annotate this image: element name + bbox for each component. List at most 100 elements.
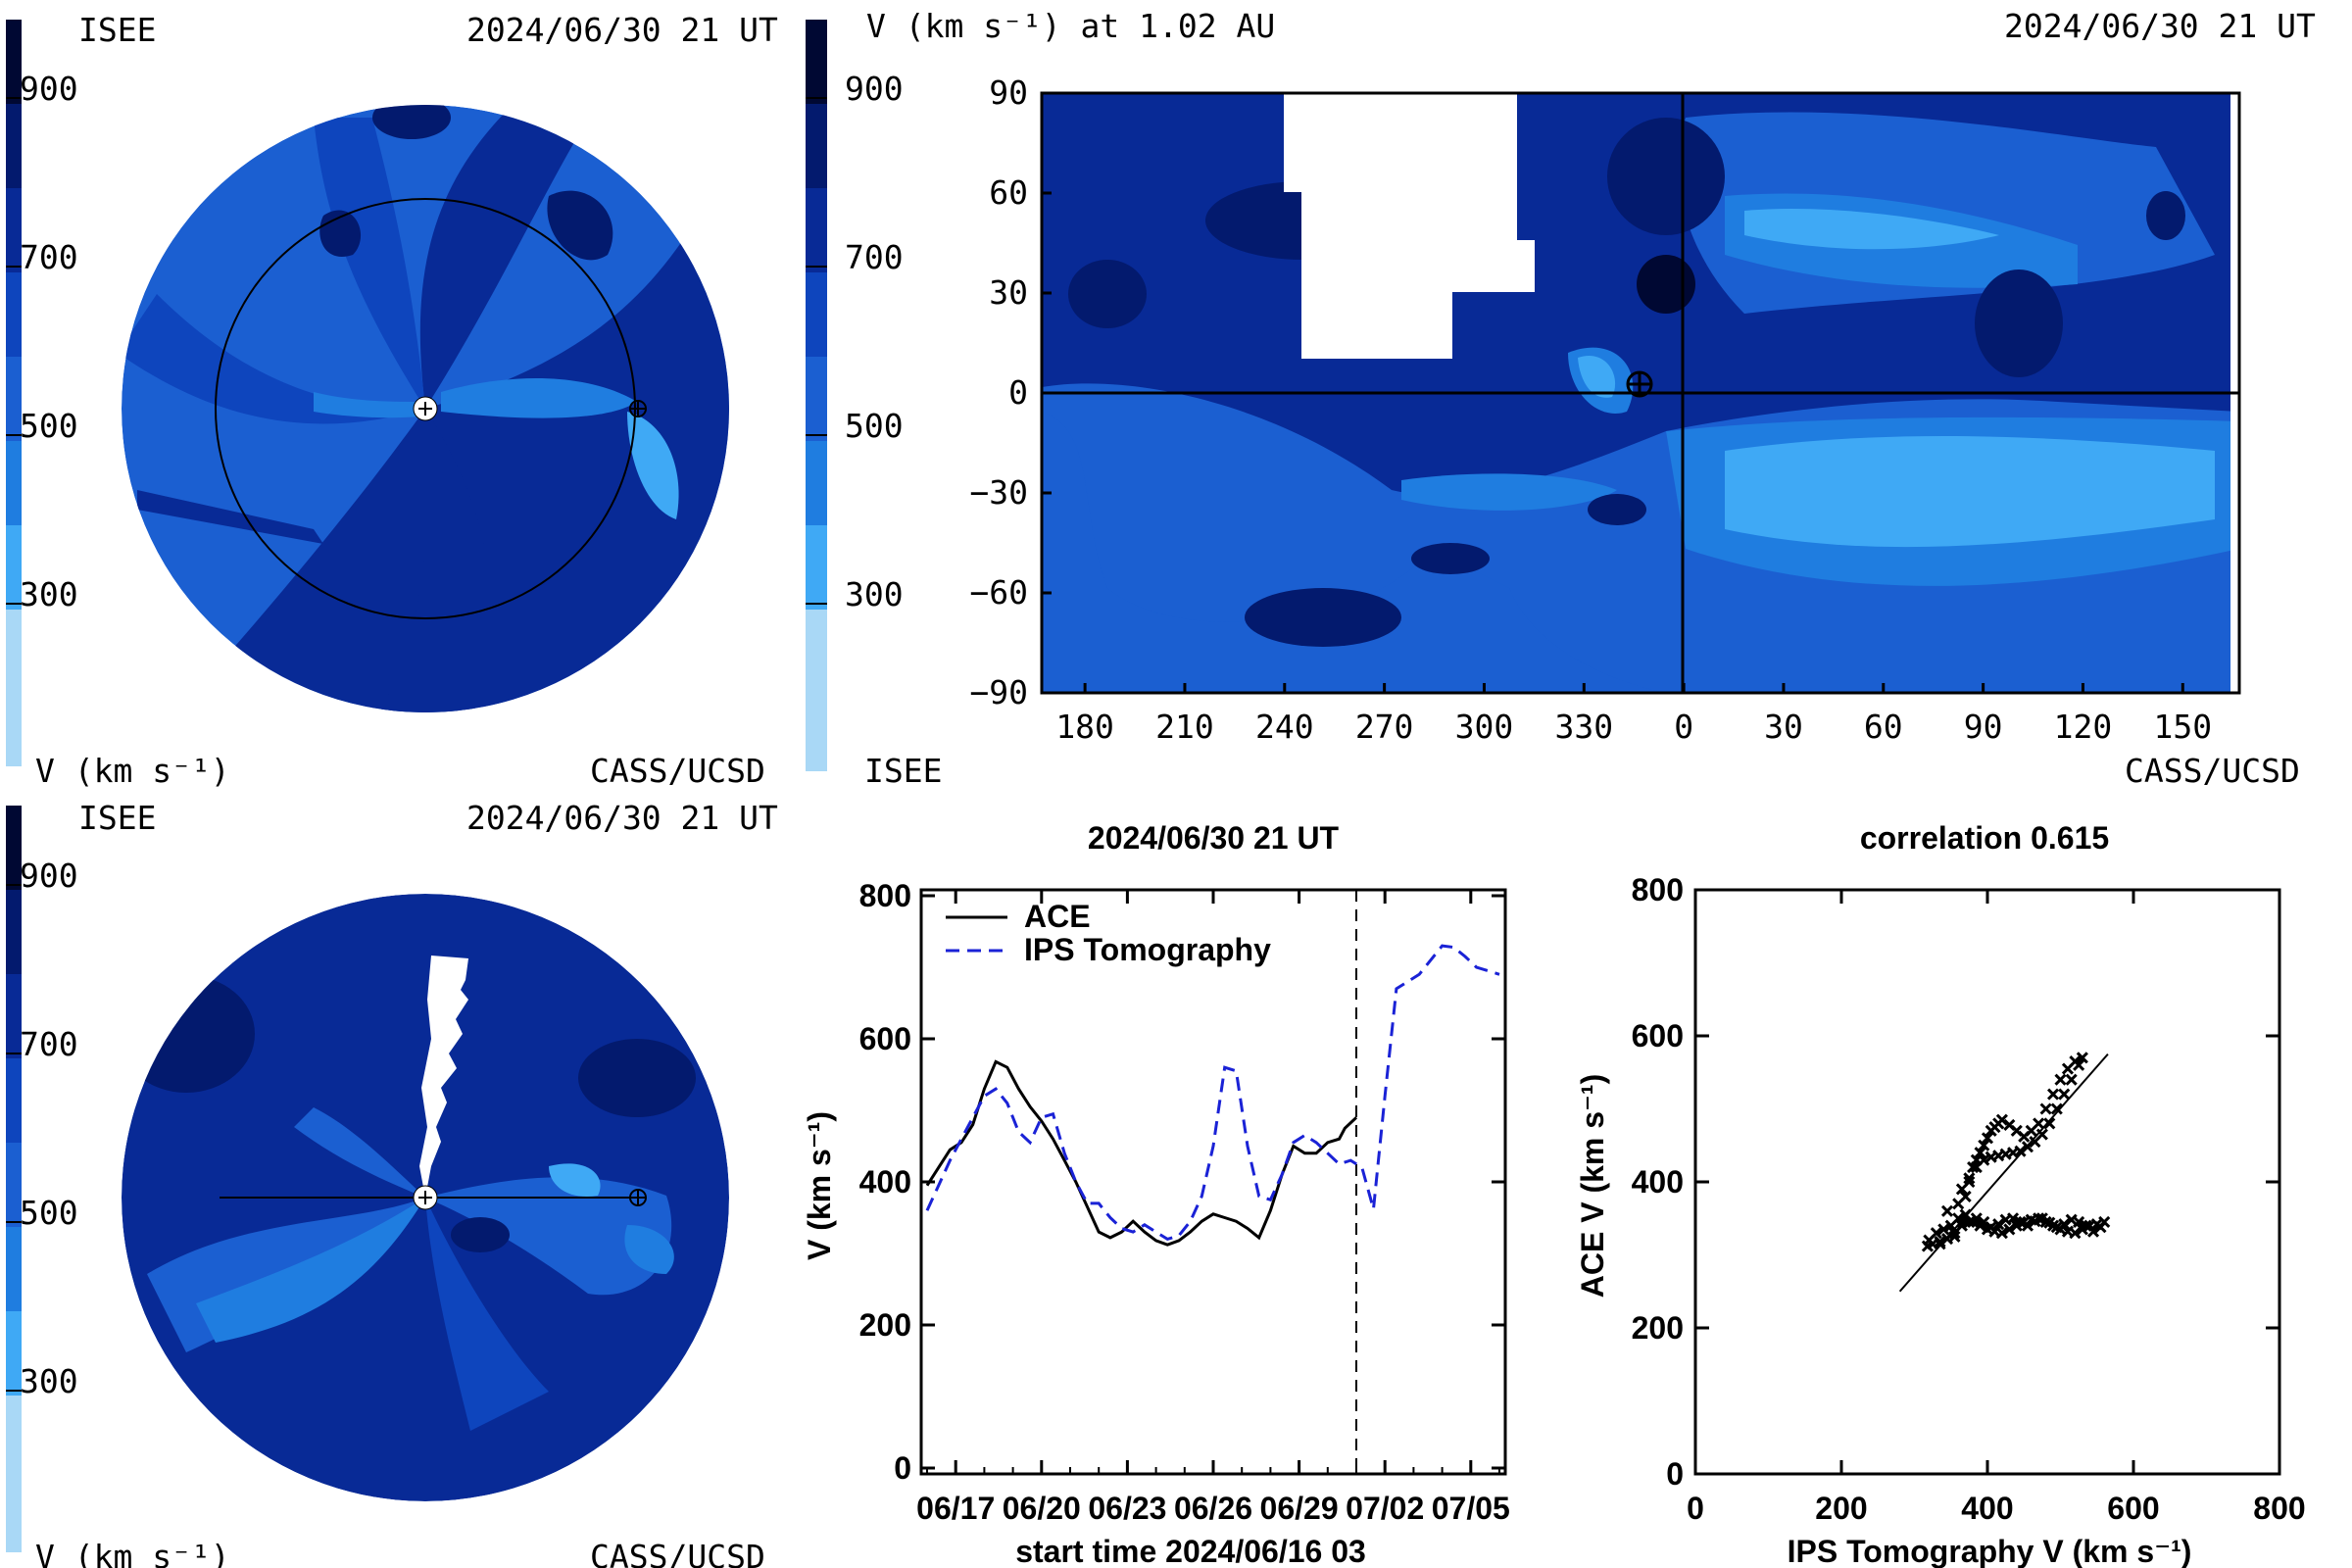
scatter-point [2039,1102,2052,1115]
map-y-tick-label: −90 [969,673,1028,711]
ts-x-tick-label: 07/05 [1432,1491,1510,1526]
polar-map-tl [122,105,729,712]
scatter-point [2043,1117,2056,1130]
map-x-tick-label: 150 [2153,708,2212,746]
ts-y-tick-label: 200 [859,1307,911,1343]
map-x-tick-label: 270 [1355,708,1414,746]
map-x-tick-label: 120 [2054,708,2113,746]
scatter-point [2058,1218,2071,1231]
sc-y-tick-label: 600 [1632,1018,1684,1054]
earth-icon [1626,370,1653,398]
scatter-point [2080,1219,2092,1232]
unit-label: V (km s⁻¹) [35,1538,230,1568]
ts-x-tick-label: 06/17 [916,1491,995,1526]
scatter-point [2073,1058,2085,1071]
color-bar-tr: 900 700 500 300 [806,20,904,771]
scatter-point [2076,1052,2088,1064]
timeseries-frame [919,888,1507,1476]
scatter-point [2021,1219,2034,1232]
color-tick-900-tr: 900 [845,70,904,108]
sc-x-tick-label: 800 [2253,1491,2305,1526]
ts-x-tick-label: 06/20 [1003,1491,1081,1526]
scatter-point [2033,1117,2045,1130]
earth-icon [629,1189,647,1206]
isee-label: ISEE [78,799,156,837]
scatter-point [1984,1221,1997,1234]
color-bar-tl: 900 700 500 300 [6,20,78,766]
scatter-point [1981,1132,1994,1145]
map-y-tick-label: 60 [989,173,1028,212]
color-tick-500-tr: 500 [845,407,904,445]
scatter-point [1978,1215,1990,1229]
panel-meridional-view: 900 700 500 300 ISEE 2024/06/30 21 UT V … [6,799,778,1568]
map-x-tick-label: 90 [1964,708,2003,746]
date-label: 2024/06/30 21 UT [466,799,778,837]
ts-x-tick-label: 06/26 [1174,1491,1252,1526]
color-tick-300-bl: 300 [20,1362,78,1400]
isee-label: ISEE [78,11,156,49]
sc-y-tick-label: 800 [1632,872,1684,907]
map-y-tick-label: 0 [1008,373,1028,412]
map-x-tick-label: 240 [1255,708,1314,746]
scatter-xlabel: IPS Tomography V (km s⁻¹) [1788,1534,2192,1568]
map-x-tick-label: 0 [1674,708,1693,746]
map-y-tick-label: 90 [989,74,1028,112]
ts-y-tick-label: 600 [859,1021,911,1056]
scatter-point [1995,1113,2008,1126]
timeseries-legend: ACE IPS Tomography [946,899,1271,967]
color-tick-900: 900 [20,70,78,108]
scatter-point [1963,1215,1976,1229]
sc-y-tick-label: 0 [1666,1456,1684,1492]
timeseries-xlabel: start time 2024/06/16 03 [1015,1534,1366,1568]
scatter-title: correlation 0.615 [1860,820,2109,856]
regression-line [1898,1053,2109,1293]
scatter-point [2029,1135,2041,1149]
timeseries-title: 2024/06/30 21 UT [1088,820,1340,856]
scatter-point [2035,1212,2048,1225]
sc-y-tick-label: 200 [1632,1310,1684,1346]
scatter-point [2021,1141,2034,1153]
map-x-tick-label: 330 [1554,708,1613,746]
ts-x-tick-label: 06/29 [1260,1491,1339,1526]
panel-ecliptic-view: 900 700 500 300 ISEE 2024/06/30 21 UT V … [6,11,778,790]
date-label: 2024/06/30 21 UT [466,11,778,49]
scatter-point [1937,1223,1950,1236]
color-tick-900-bl: 900 [20,857,78,895]
map-y-tick-label: 30 [989,273,1028,312]
scatter-point [1963,1172,1976,1185]
scatter-point [2069,1227,2082,1240]
scatter-point [1967,1161,1980,1174]
scatter-point [2094,1221,2107,1234]
color-tick-500-bl: 500 [20,1194,78,1232]
panel-synoptic-map: 900 700 500 300 V (km s⁻¹) at 1.02 AU 20… [806,7,2316,790]
map-y-tick-label: −30 [969,473,1028,512]
timeseries-ylabel: V (km s⁻¹) [802,1111,837,1260]
ts-x-tick-label: 06/23 [1088,1491,1166,1526]
ts-y-tick-label: 800 [859,878,911,913]
scatter-point [2043,1216,2056,1229]
scatter-frame [1693,888,2281,1476]
map-date: 2024/06/30 21 UT [2004,7,2316,45]
sc-x-tick-label: 400 [1961,1491,2013,1526]
map-x-tick-label: 180 [1055,708,1114,746]
scatter-point [2003,1223,2016,1236]
color-tick-300-tr: 300 [845,575,904,613]
scatter-point [1995,1227,2008,1240]
color-tick-700-tr: 700 [845,238,904,276]
scatter-point [1921,1240,1934,1252]
ace-series-line [925,1059,1358,1247]
scatter-point [2029,1215,2041,1228]
scatter-point [1984,1151,1997,1163]
scatter-point [1999,1213,2012,1226]
map-isee-label: ISEE [864,752,942,790]
sc-x-tick-label: 200 [1815,1491,1867,1526]
color-tick-700-bl: 700 [20,1025,78,1063]
color-tick-700: 700 [20,238,78,276]
legend-ips: IPS Tomography [1024,932,1271,967]
scatter-point [1970,1161,1983,1174]
scatter-point [2065,1073,2078,1086]
color-bar-bl: 900 700 500 300 [6,806,78,1552]
legend-ace: ACE [1024,899,1091,934]
scatter-point [2014,1215,2027,1229]
